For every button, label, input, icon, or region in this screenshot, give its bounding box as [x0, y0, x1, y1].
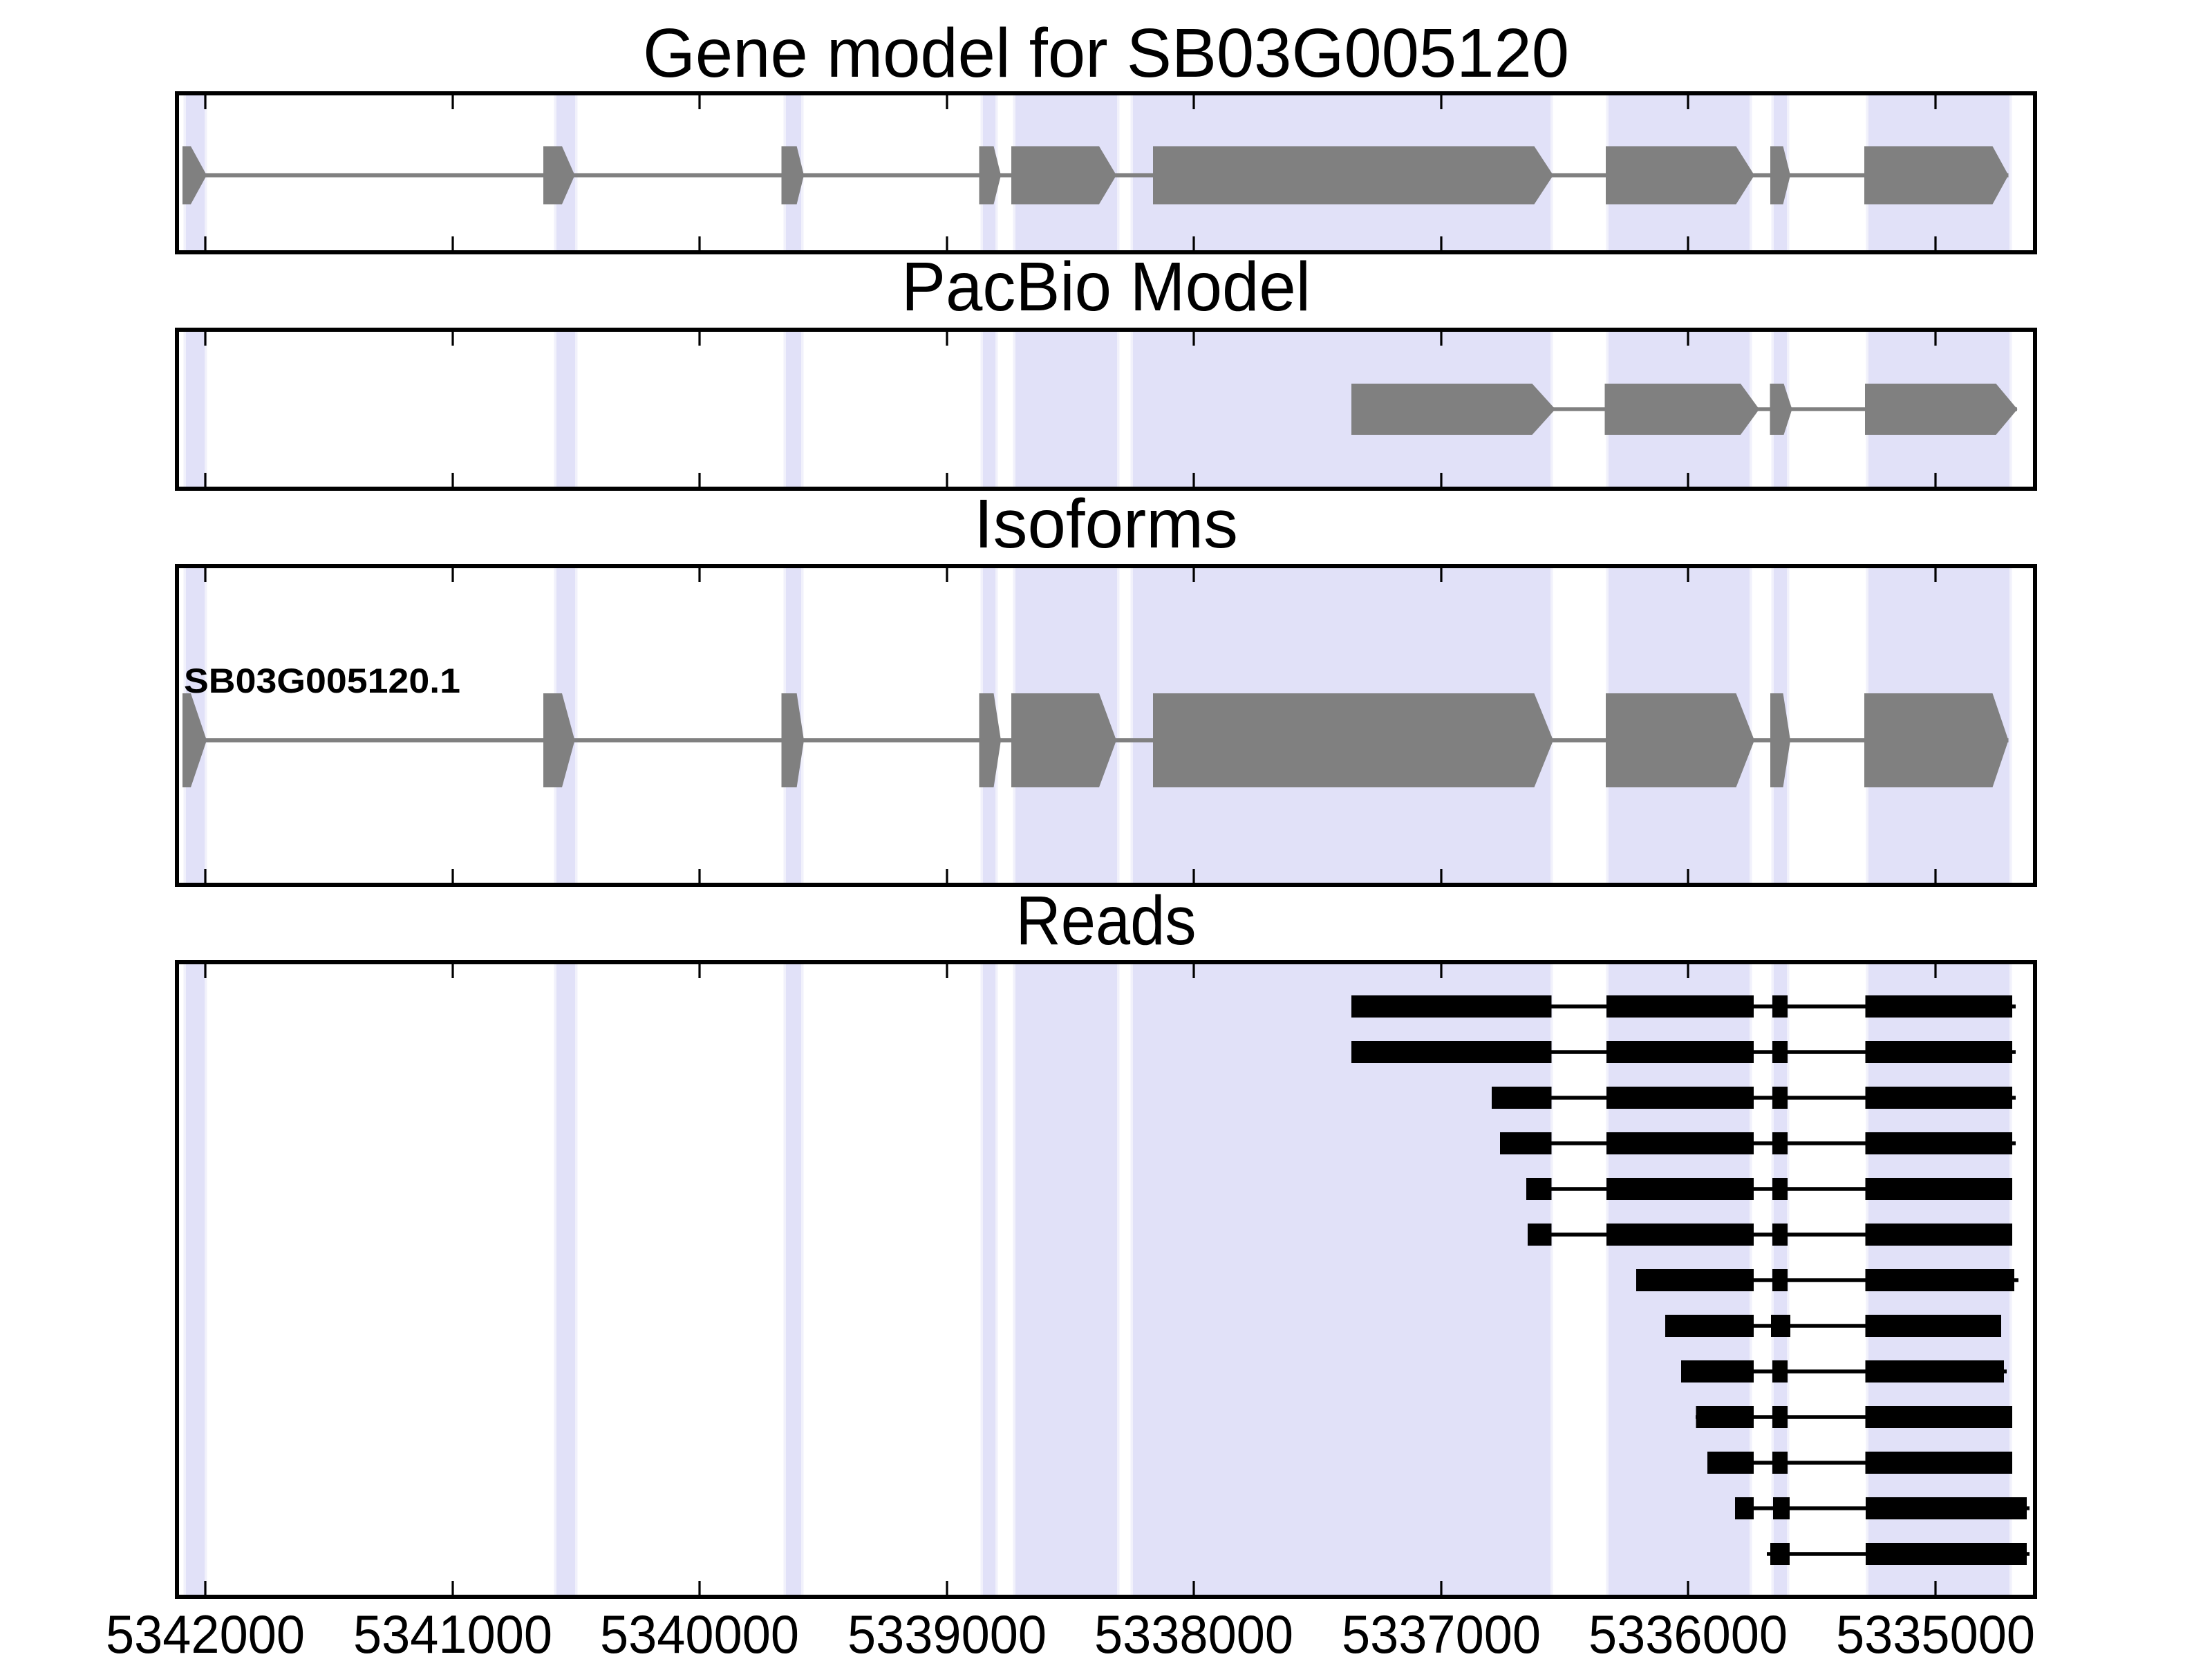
- svg-text:Isoforms: Isoforms: [974, 485, 1238, 563]
- svg-text:5340000: 5340000: [600, 1604, 799, 1659]
- svg-text:5338000: 5338000: [1094, 1604, 1293, 1659]
- svg-text:5342000: 5342000: [106, 1604, 305, 1659]
- svg-text:5336000: 5336000: [1588, 1604, 1788, 1659]
- svg-text:Gene model for SB03G005120: Gene model for SB03G005120: [643, 15, 1569, 92]
- svg-text:5337000: 5337000: [1342, 1604, 1541, 1659]
- svg-text:5339000: 5339000: [847, 1604, 1047, 1659]
- svg-text:5335000: 5335000: [1836, 1604, 2035, 1659]
- svg-text:5341000: 5341000: [353, 1604, 552, 1659]
- svg-text:Reads: Reads: [1016, 882, 1197, 959]
- svg-text:SB03G005120.1: SB03G005120.1: [184, 662, 460, 700]
- svg-text:PacBio Model: PacBio Model: [901, 248, 1311, 326]
